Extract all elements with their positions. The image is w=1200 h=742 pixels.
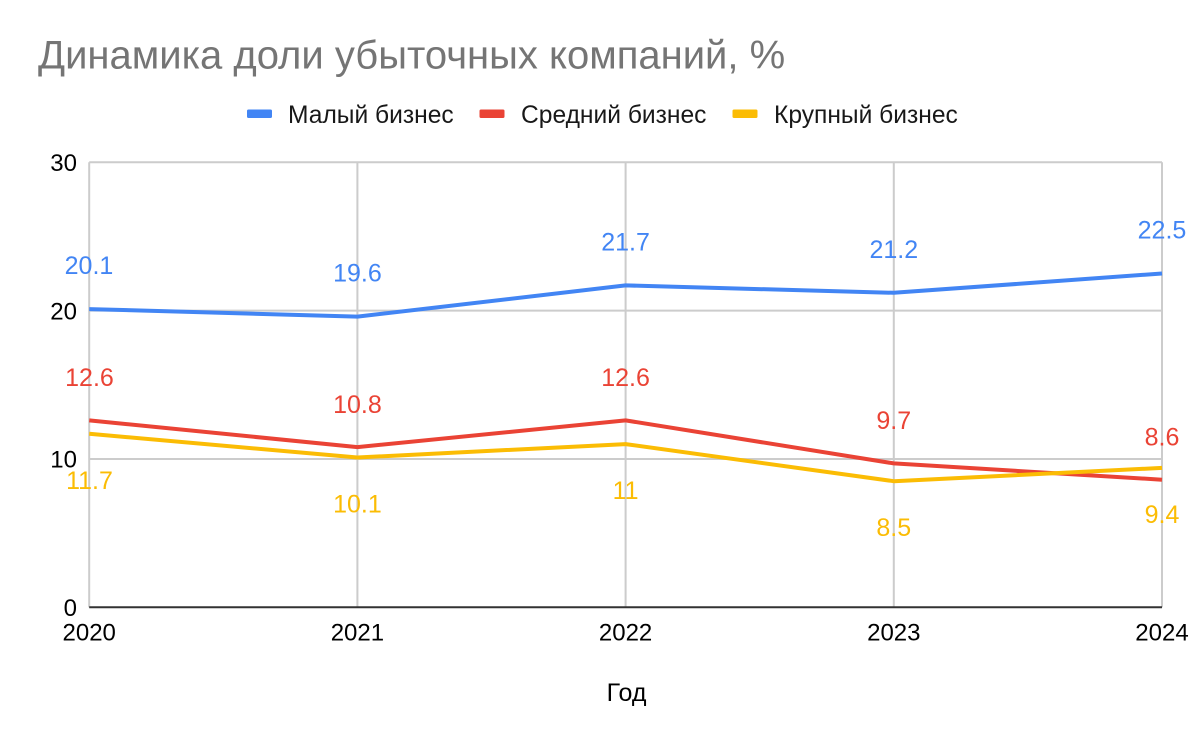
svg-text:11: 11 bbox=[613, 477, 639, 505]
svg-text:19.6: 19.6 bbox=[333, 260, 382, 288]
svg-text:9.7: 9.7 bbox=[876, 407, 911, 435]
svg-text:30: 30 bbox=[50, 150, 77, 177]
svg-text:0: 0 bbox=[64, 595, 77, 622]
svg-text:8.5: 8.5 bbox=[876, 514, 911, 542]
svg-text:2021: 2021 bbox=[331, 620, 384, 647]
svg-text:20: 20 bbox=[50, 298, 77, 325]
svg-text:10.8: 10.8 bbox=[333, 391, 382, 419]
svg-text:10: 10 bbox=[50, 447, 77, 474]
svg-text:12.6: 12.6 bbox=[65, 364, 114, 392]
svg-text:20.1: 20.1 bbox=[65, 252, 114, 280]
svg-text:10.1: 10.1 bbox=[333, 491, 382, 519]
svg-text:22.5: 22.5 bbox=[1138, 217, 1187, 245]
svg-text:Средний бизнес: Средний бизнес bbox=[521, 102, 706, 129]
svg-text:21.2: 21.2 bbox=[869, 236, 918, 264]
svg-text:12.6: 12.6 bbox=[601, 364, 650, 392]
svg-text:Малый бизнес: Малый бизнес bbox=[288, 102, 454, 129]
svg-text:Крупный бизнес: Крупный бизнес bbox=[774, 102, 958, 129]
svg-text:8.6: 8.6 bbox=[1145, 424, 1180, 452]
svg-text:2024: 2024 bbox=[1135, 620, 1188, 647]
svg-text:2022: 2022 bbox=[599, 620, 652, 647]
svg-text:9.4: 9.4 bbox=[1145, 501, 1180, 529]
svg-text:2023: 2023 bbox=[867, 620, 920, 647]
svg-text:11.7: 11.7 bbox=[66, 467, 113, 495]
svg-text:Год: Год bbox=[607, 679, 647, 707]
svg-text:Динамика доли убыточных компан: Динамика доли убыточных компаний, % bbox=[38, 34, 785, 78]
svg-text:21.7: 21.7 bbox=[601, 228, 650, 256]
svg-text:2020: 2020 bbox=[63, 620, 116, 647]
